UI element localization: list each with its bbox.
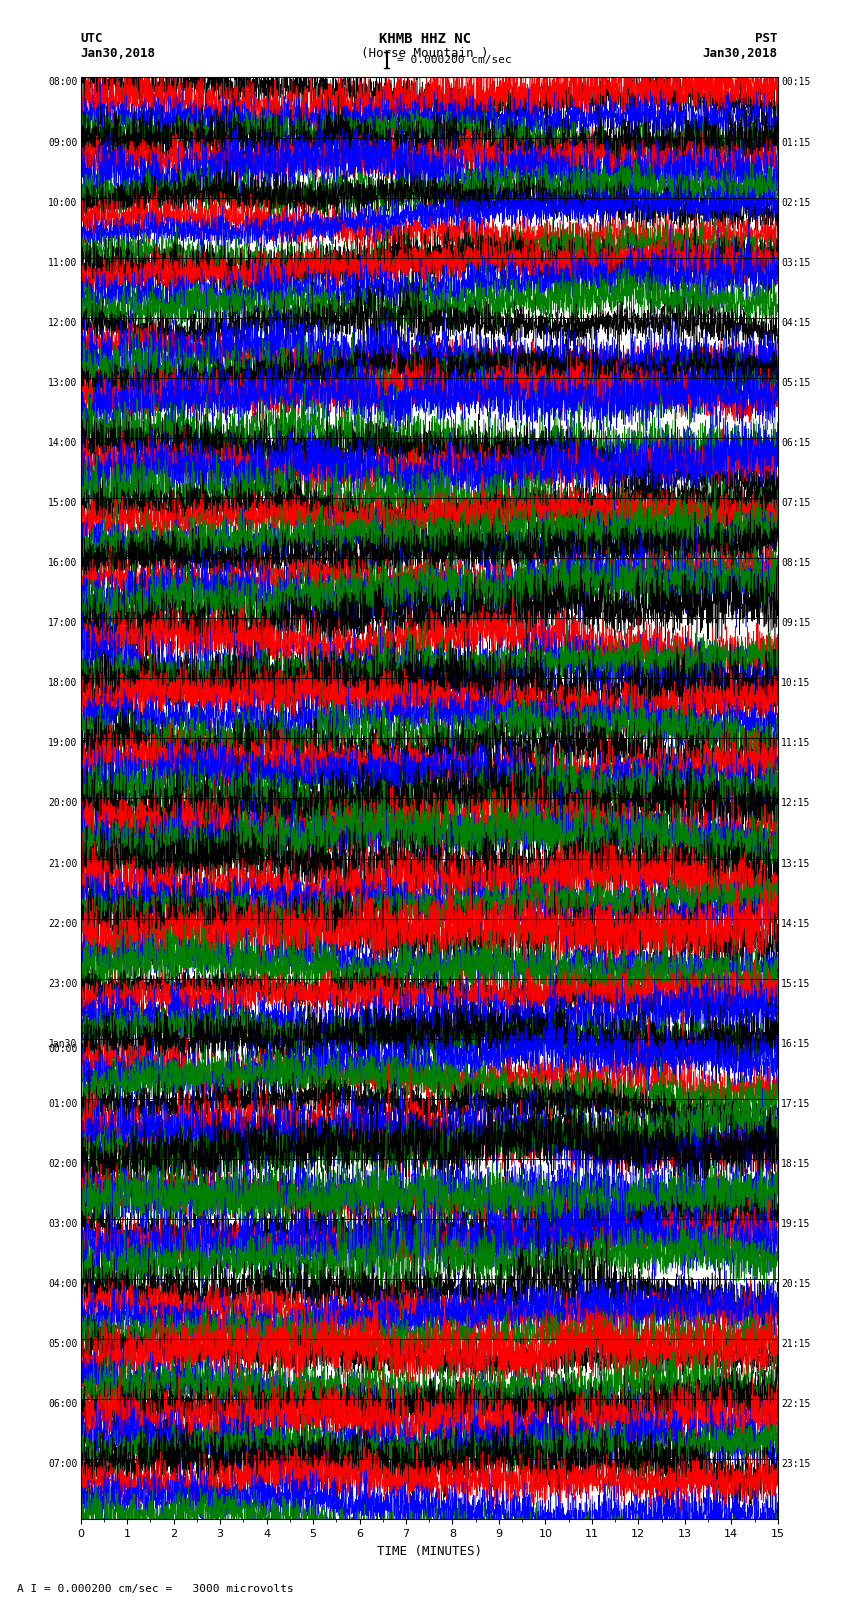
Text: 20:00: 20:00 [48, 798, 77, 808]
Text: 13:15: 13:15 [781, 858, 811, 868]
Text: 16:15: 16:15 [781, 1039, 811, 1048]
Text: 12:00: 12:00 [48, 318, 77, 327]
Text: 18:15: 18:15 [781, 1158, 811, 1169]
Text: 08:00: 08:00 [48, 77, 77, 87]
Text: 22:00: 22:00 [48, 919, 77, 929]
Text: 07:15: 07:15 [781, 498, 811, 508]
Text: A I = 0.000200 cm/sec =   3000 microvolts: A I = 0.000200 cm/sec = 3000 microvolts [17, 1584, 294, 1594]
Text: 17:15: 17:15 [781, 1098, 811, 1108]
Text: 14:00: 14:00 [48, 437, 77, 448]
Text: Jan30,2018: Jan30,2018 [703, 47, 778, 60]
Text: 00:00: 00:00 [48, 1044, 77, 1053]
Text: 16:00: 16:00 [48, 558, 77, 568]
X-axis label: TIME (MINUTES): TIME (MINUTES) [377, 1545, 482, 1558]
Text: 10:15: 10:15 [781, 679, 811, 689]
Text: 03:00: 03:00 [48, 1219, 77, 1229]
Text: (Horse Mountain ): (Horse Mountain ) [361, 47, 489, 60]
Text: 19:15: 19:15 [781, 1219, 811, 1229]
Text: UTC: UTC [81, 32, 103, 45]
Text: Jan30,2018: Jan30,2018 [81, 47, 156, 60]
Text: 11:15: 11:15 [781, 739, 811, 748]
Text: 09:00: 09:00 [48, 137, 77, 147]
Text: 13:00: 13:00 [48, 377, 77, 387]
Text: 23:00: 23:00 [48, 979, 77, 989]
Text: Jan30: Jan30 [48, 1039, 77, 1048]
Text: 04:15: 04:15 [781, 318, 811, 327]
Text: 21:00: 21:00 [48, 858, 77, 868]
Text: 06:00: 06:00 [48, 1400, 77, 1410]
Text: 05:00: 05:00 [48, 1339, 77, 1348]
Text: 06:15: 06:15 [781, 437, 811, 448]
Text: 18:00: 18:00 [48, 679, 77, 689]
Text: 07:00: 07:00 [48, 1460, 77, 1469]
Text: 15:00: 15:00 [48, 498, 77, 508]
Text: 03:15: 03:15 [781, 258, 811, 268]
Text: 05:15: 05:15 [781, 377, 811, 387]
Text: 02:15: 02:15 [781, 198, 811, 208]
Text: = 0.000200 cm/sec: = 0.000200 cm/sec [397, 55, 512, 65]
Text: 08:15: 08:15 [781, 558, 811, 568]
Text: PST: PST [756, 32, 778, 45]
Text: 15:15: 15:15 [781, 979, 811, 989]
Text: 21:15: 21:15 [781, 1339, 811, 1348]
Text: 22:15: 22:15 [781, 1400, 811, 1410]
Text: 02:00: 02:00 [48, 1158, 77, 1169]
Text: 17:00: 17:00 [48, 618, 77, 627]
Text: 14:15: 14:15 [781, 919, 811, 929]
Text: 00:15: 00:15 [781, 77, 811, 87]
Text: 09:15: 09:15 [781, 618, 811, 627]
Text: 04:00: 04:00 [48, 1279, 77, 1289]
Text: 20:15: 20:15 [781, 1279, 811, 1289]
Text: 12:15: 12:15 [781, 798, 811, 808]
Text: KHMB HHZ NC: KHMB HHZ NC [379, 32, 471, 47]
Text: 11:00: 11:00 [48, 258, 77, 268]
Text: 23:15: 23:15 [781, 1460, 811, 1469]
Text: 01:00: 01:00 [48, 1098, 77, 1108]
Text: 10:00: 10:00 [48, 198, 77, 208]
Text: 01:15: 01:15 [781, 137, 811, 147]
Text: 19:00: 19:00 [48, 739, 77, 748]
